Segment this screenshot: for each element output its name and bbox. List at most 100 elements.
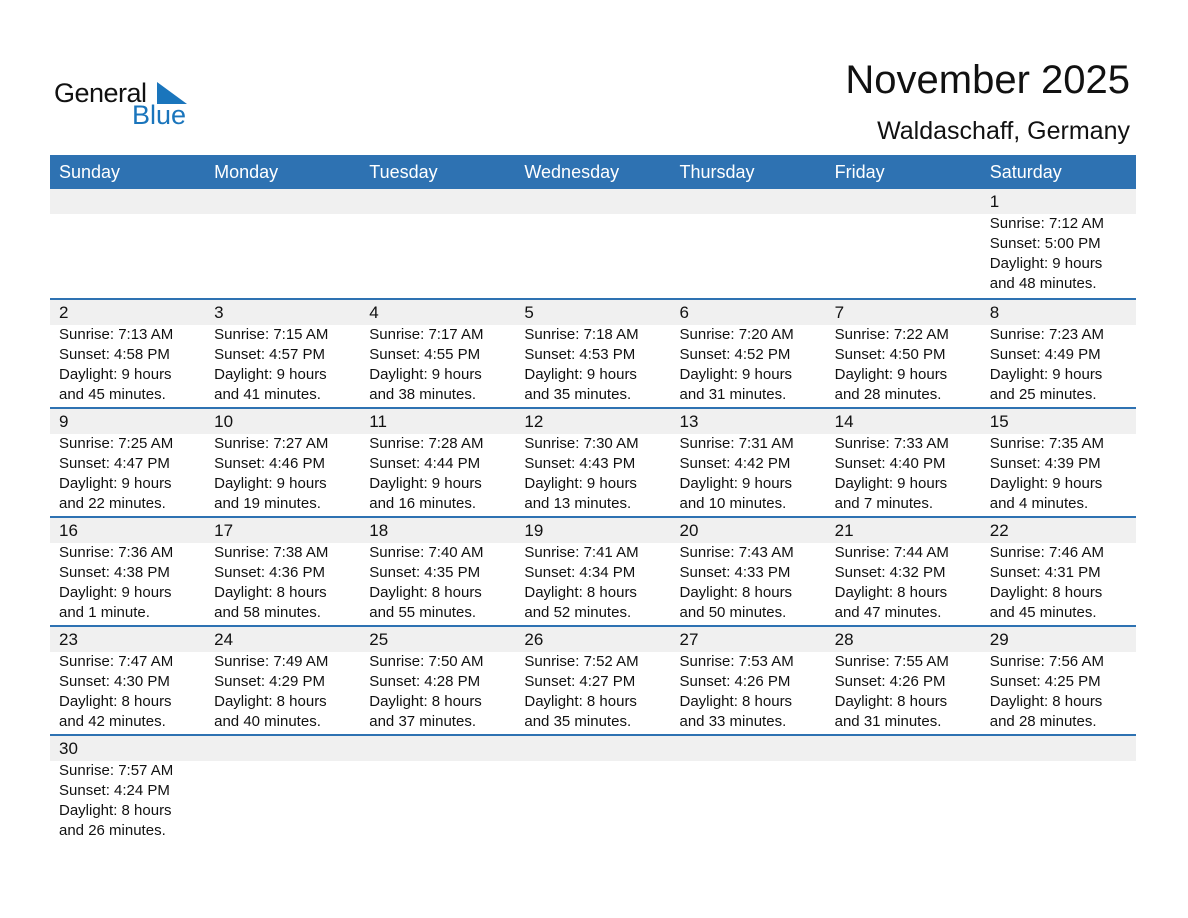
daylight-text: Daylight: 8 hours: [369, 584, 482, 601]
day-number-band: [50, 627, 1136, 652]
daylight-text: Daylight: 8 hours: [59, 802, 172, 819]
day-number: 11: [369, 412, 387, 431]
day-cell: 14 Sunrise: 7:33 AM Sunset: 4:40 PM Dayligh…: [826, 409, 981, 514]
day-cell: 7 Sunrise: 7:22 AM Sunset: 4:50 PM Daylight…: [826, 300, 981, 405]
daylight-text: Daylight: 8 hours: [524, 584, 637, 601]
sunrise-text: Sunrise: 7:55 AM: [834, 653, 949, 670]
daylight-minutes-text: and 19 minutes.: [214, 495, 321, 512]
daylight-text: Daylight: 9 hours: [214, 366, 327, 383]
daylight-minutes-text: and 40 minutes.: [214, 713, 321, 730]
sunset-text: Sunset: 4:43 PM: [524, 455, 636, 472]
daylight-minutes-text: and 45 minutes.: [989, 604, 1097, 621]
sunrise-text: Sunrise: 7:47 AM: [59, 653, 174, 670]
day-cell: 18 Sunrise: 7:40 AM Sunset: 4:35 PM Dayligh…: [360, 518, 515, 623]
day-cell: 19 Sunrise: 7:41 AM Sunset: 4:34 PM Dayligh…: [515, 518, 670, 623]
daylight-minutes-text: and 50 minutes.: [679, 604, 787, 621]
sunset-text: Sunset: 4:38 PM: [59, 564, 170, 581]
daylight-minutes-text: and 28 minutes.: [989, 713, 1097, 730]
sunrise-text: Sunrise: 7:35 AM: [989, 435, 1104, 452]
week-row: 2 Sunrise: 7:13 AM Sunset: 4:58 PM Daylight…: [50, 298, 1136, 407]
sunrise-text: Sunrise: 7:18 AM: [524, 326, 639, 343]
sunset-text: Sunset: 4:53 PM: [524, 346, 636, 363]
daylight-text: Daylight: 8 hours: [214, 693, 327, 710]
sunrise-text: Sunrise: 7:57 AM: [59, 762, 174, 779]
daylight-text: Daylight: 8 hours: [989, 693, 1103, 710]
day-cell: 20 Sunrise: 7:43 AM Sunset: 4:33 PM Dayligh…: [671, 518, 826, 623]
sunset-text: Sunset: 4:33 PM: [679, 564, 791, 581]
empty-cell: [671, 189, 826, 294]
daylight-minutes-text: and 37 minutes.: [369, 713, 476, 730]
sunrise-text: Sunrise: 7:31 AM: [679, 435, 794, 452]
daylight-minutes-text: and 52 minutes.: [524, 604, 632, 621]
daylight-minutes-text: and 31 minutes.: [679, 386, 787, 403]
day-number-band: [50, 518, 1136, 543]
empty-cell: [826, 736, 981, 841]
weekday-thursday: Thursday: [679, 162, 755, 182]
day-number: 23: [59, 630, 78, 649]
sunrise-text: Sunrise: 7:17 AM: [369, 326, 484, 343]
day-number: 18: [369, 521, 389, 540]
sunrise-text: Sunrise: 7:28 AM: [369, 435, 484, 452]
sunrise-text: Sunrise: 7:44 AM: [834, 544, 949, 561]
day-number-band: [50, 189, 1136, 214]
sunset-text: Sunset: 4:24 PM: [59, 782, 170, 799]
sunrise-text: Sunrise: 7:27 AM: [214, 435, 329, 452]
weekday-friday: Friday: [834, 162, 885, 182]
week-row: 1 Sunrise: 7:12 AM Sunset: 5:00 PM Daylight…: [50, 189, 1136, 298]
day-number: 5: [524, 303, 534, 322]
daylight-text: Daylight: 9 hours: [524, 475, 637, 492]
sunset-text: Sunset: 4:46 PM: [214, 455, 326, 472]
sunrise-text: Sunrise: 7:50 AM: [369, 653, 484, 670]
daylight-text: Daylight: 9 hours: [369, 366, 482, 383]
day-number: 20: [679, 521, 699, 540]
day-cell: 4 Sunrise: 7:17 AM Sunset: 4:55 PM Daylight…: [360, 300, 515, 405]
week-row: 9 Sunrise: 7:25 AM Sunset: 4:47 PM Daylight…: [50, 407, 1136, 516]
sunset-text: Sunset: 5:00 PM: [989, 235, 1101, 252]
daylight-minutes-text: and 45 minutes.: [59, 386, 166, 403]
sunset-text: Sunset: 4:42 PM: [679, 455, 791, 472]
empty-cell: [205, 736, 360, 841]
weekday-sunday: Sunday: [59, 162, 121, 182]
sunset-text: Sunset: 4:36 PM: [214, 564, 326, 581]
sunrise-text: Sunrise: 7:36 AM: [59, 544, 174, 561]
daylight-text: Daylight: 9 hours: [369, 475, 482, 492]
day-number: 22: [989, 521, 1009, 540]
empty-cell: [360, 736, 515, 841]
weekday-tuesday: Tuesday: [369, 162, 438, 182]
sunrise-text: Sunrise: 7:52 AM: [524, 653, 639, 670]
day-cell: 27 Sunrise: 7:53 AM Sunset: 4:26 PM Dayligh…: [671, 627, 826, 732]
daylight-text: Daylight: 8 hours: [834, 584, 948, 601]
day-cell: 25 Sunrise: 7:50 AM Sunset: 4:28 PM Dayligh…: [360, 627, 515, 732]
day-cell: 17 Sunrise: 7:38 AM Sunset: 4:36 PM Dayligh…: [205, 518, 360, 623]
daylight-text: Daylight: 9 hours: [989, 255, 1103, 272]
daylight-minutes-text: and 42 minutes.: [59, 713, 166, 730]
daylight-text: Daylight: 9 hours: [59, 366, 172, 383]
daylight-minutes-text: and 35 minutes.: [524, 386, 632, 403]
day-cell: 15 Sunrise: 7:35 AM Sunset: 4:39 PM Dayligh…: [981, 409, 1136, 514]
empty-cell: [826, 189, 981, 294]
day-cell: 21 Sunrise: 7:44 AM Sunset: 4:32 PM Dayligh…: [826, 518, 981, 623]
day-number: 26: [524, 630, 544, 649]
day-cell: 8 Sunrise: 7:23 AM Sunset: 4:49 PM Daylight…: [981, 300, 1136, 405]
daylight-text: Daylight: 8 hours: [59, 693, 172, 710]
daylight-minutes-text: and 55 minutes.: [369, 604, 476, 621]
day-number-band: [50, 736, 1136, 761]
day-cell: 2 Sunrise: 7:13 AM Sunset: 4:58 PM Daylight…: [50, 300, 205, 405]
weekday-monday: Monday: [214, 162, 279, 182]
sunset-text: Sunset: 4:58 PM: [59, 346, 170, 363]
sunrise-text: Sunrise: 7:40 AM: [369, 544, 484, 561]
daylight-text: Daylight: 9 hours: [524, 366, 637, 383]
sunrise-text: Sunrise: 7:13 AM: [59, 326, 174, 343]
daylight-minutes-text: and 41 minutes.: [214, 386, 321, 403]
empty-cell: [671, 736, 826, 841]
daylight-minutes-text: and 47 minutes.: [834, 604, 942, 621]
daylight-text: Daylight: 8 hours: [679, 693, 793, 710]
day-cell: 13 Sunrise: 7:31 AM Sunset: 4:42 PM Dayligh…: [671, 409, 826, 514]
sunrise-text: Sunrise: 7:23 AM: [989, 326, 1104, 343]
day-number: 27: [679, 630, 699, 649]
day-number: 17: [214, 521, 234, 540]
sunrise-text: Sunrise: 7:22 AM: [834, 326, 949, 343]
day-number: 4: [369, 303, 379, 322]
sunset-text: Sunset: 4:26 PM: [834, 673, 946, 690]
sunset-text: Sunset: 4:50 PM: [834, 346, 946, 363]
